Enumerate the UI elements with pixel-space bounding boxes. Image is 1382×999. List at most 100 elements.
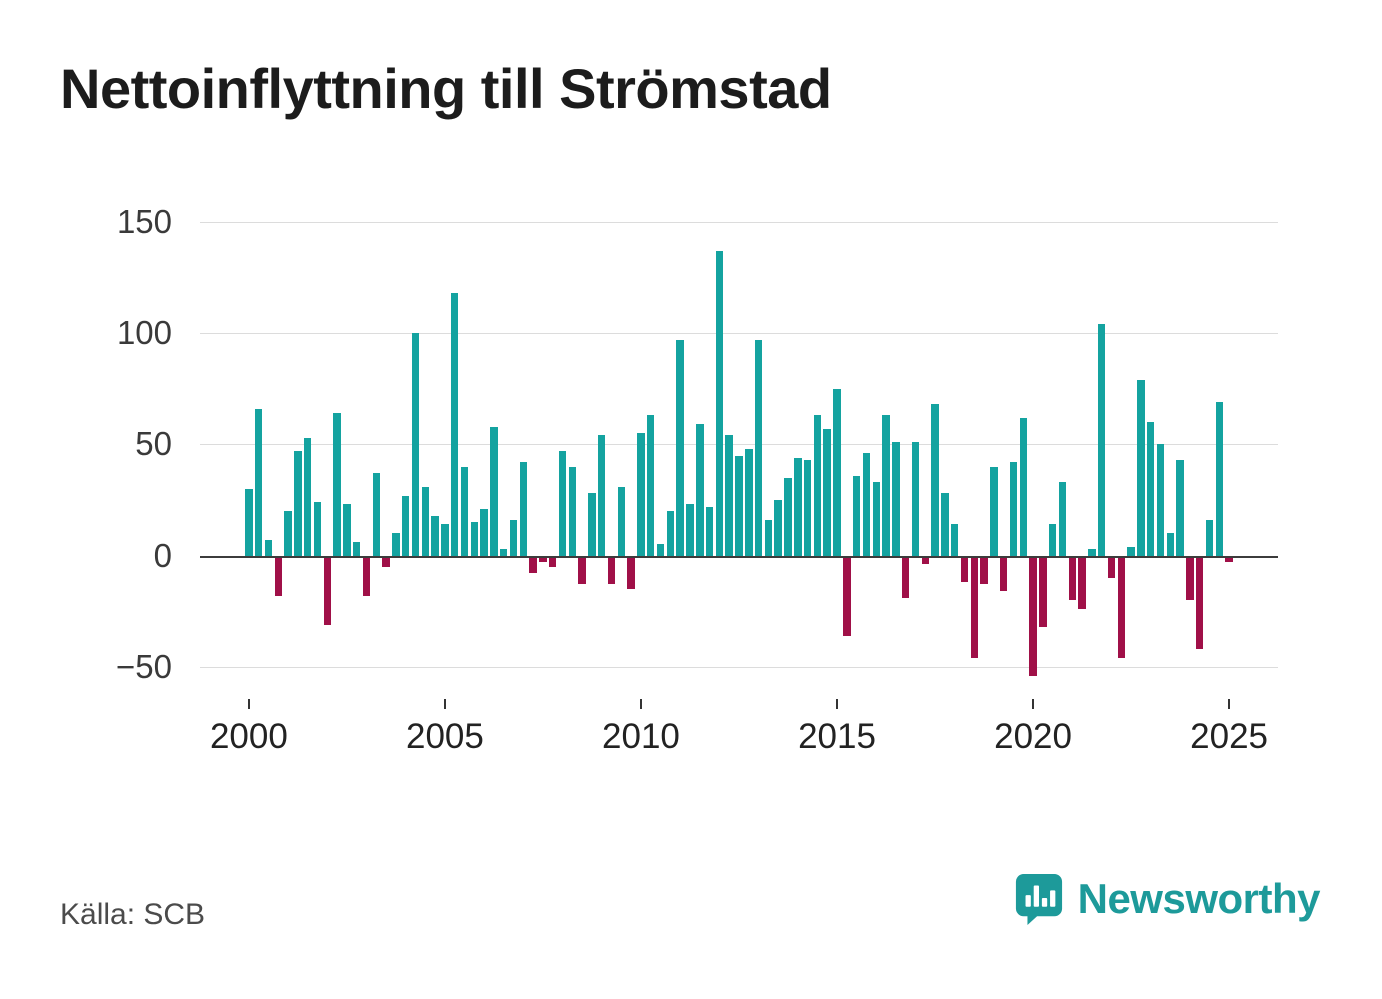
bar-2003Q1: [362, 555, 371, 596]
bar-2019Q4: [1019, 417, 1027, 556]
x-tick-label: 2025: [1190, 717, 1269, 756]
bar-2006Q1: [480, 508, 488, 556]
bar-2022Q1: [1107, 555, 1116, 578]
bar-2003Q3: [382, 555, 390, 567]
gridline: [200, 222, 1278, 223]
bar-2000Q1: [245, 488, 253, 556]
bar-2007Q2: [529, 555, 537, 574]
bar-2008Q3: [578, 555, 586, 585]
bar-2023Q3: [1166, 533, 1174, 556]
bar-2009Q2: [607, 555, 616, 585]
bar-2014Q4: [823, 428, 831, 556]
bar-2007Q3: [539, 555, 547, 563]
bar-2015Q2: [843, 555, 851, 636]
bar-2012Q1: [715, 250, 724, 556]
bar-2001Q2: [294, 451, 302, 556]
y-tick-label: 50: [135, 425, 172, 463]
gridline: [200, 444, 1278, 446]
bar-2013Q3: [774, 499, 782, 556]
zero-line: [200, 555, 1278, 559]
bar-2025Q1: [1225, 555, 1233, 563]
bar-2003Q4: [392, 533, 400, 556]
bar-2000Q2: [254, 408, 263, 556]
bar-2001Q1: [284, 511, 292, 556]
newsworthy-logo: Newsworthy: [1014, 872, 1321, 926]
bar-2005Q1: [441, 524, 449, 556]
plot-area: [200, 222, 1278, 689]
bar-2002Q3: [343, 504, 351, 556]
bar-2016Q1: [872, 482, 880, 556]
bar-2008Q2: [568, 466, 577, 556]
bar-2022Q2: [1117, 555, 1125, 658]
newsworthy-icon: [1015, 874, 1062, 925]
bar-2013Q2: [764, 519, 773, 556]
x-tick-label: 2000: [209, 717, 288, 756]
bar-2013Q4: [784, 477, 792, 556]
bar-2004Q2: [411, 333, 420, 556]
bar-2019Q1: [990, 466, 998, 556]
bar-2020Q4: [1058, 482, 1067, 556]
bar-2005Q2: [451, 293, 459, 556]
bar-2008Q1: [558, 451, 567, 556]
y-tick-label: −50: [116, 647, 172, 685]
bar-2009Q4: [627, 555, 635, 589]
bar-2014Q3: [813, 415, 822, 556]
bar-2018Q3: [970, 555, 978, 658]
x-tick-label: 2005: [406, 717, 484, 756]
bar-2010Q1: [637, 433, 645, 556]
bar-2002Q4: [352, 542, 361, 556]
bar-2020Q1: [1029, 555, 1037, 676]
bar-2023Q1: [1146, 422, 1155, 556]
bar-2012Q2: [725, 435, 733, 556]
x-tick: [443, 699, 446, 709]
x-tick-label: 2010: [602, 717, 680, 756]
bar-2014Q2: [803, 459, 812, 556]
bar-2018Q2: [960, 555, 969, 583]
bar-2021Q3: [1088, 548, 1096, 556]
bar-2005Q4: [470, 522, 479, 556]
bar-2016Q2: [882, 415, 890, 556]
bar-2019Q3: [1009, 462, 1018, 556]
bar-2009Q1: [598, 435, 606, 556]
bar-2005Q3: [460, 466, 469, 556]
bar-2023Q4: [1176, 459, 1184, 556]
bar-2006Q4: [509, 519, 518, 556]
y-tick-label: 100: [116, 314, 172, 352]
bar-2007Q4: [549, 555, 557, 567]
bar-2015Q4: [862, 453, 871, 556]
bar-2012Q4: [745, 448, 753, 556]
bar-chart: −50 0 50 100 150 2000 2005 2010 2015 2020 2025: [0, 200, 1382, 780]
bar-2017Q2: [921, 555, 929, 565]
bar-2017Q4: [941, 493, 949, 556]
bar-2016Q4: [901, 555, 910, 598]
bar-2011Q1: [676, 339, 684, 556]
bar-2014Q1: [794, 457, 802, 556]
x-tick: [1032, 699, 1035, 709]
chart-title: Nettoinflyttning till Strömstad: [60, 57, 832, 120]
bar-2020Q3: [1048, 524, 1057, 556]
gridline: [200, 333, 1278, 335]
x-tick: [836, 699, 839, 709]
x-tick: [639, 699, 642, 709]
bar-2022Q4: [1137, 379, 1145, 556]
bar-2017Q3: [931, 404, 939, 556]
bar-2000Q3: [264, 540, 273, 556]
bar-2015Q1: [833, 388, 841, 556]
bar-2019Q2: [999, 555, 1008, 592]
bar-2018Q1: [950, 524, 959, 556]
bar-2008Q4: [588, 493, 596, 556]
bar-2007Q1: [519, 462, 528, 556]
bar-2010Q2: [647, 415, 655, 556]
bar-2022Q3: [1127, 546, 1135, 556]
y-tick-label: 150: [116, 203, 172, 240]
bar-2006Q2: [490, 426, 498, 556]
bar-2021Q1: [1068, 555, 1076, 601]
x-tick-label: 2015: [798, 717, 876, 756]
bar-2003Q2: [372, 473, 381, 556]
bar-2010Q4: [666, 511, 675, 556]
bar-2011Q2: [686, 504, 694, 556]
x-tick: [247, 699, 250, 709]
newsworthy-wordmark: Newsworthy: [1077, 875, 1321, 922]
bar-2024Q1: [1186, 555, 1194, 601]
